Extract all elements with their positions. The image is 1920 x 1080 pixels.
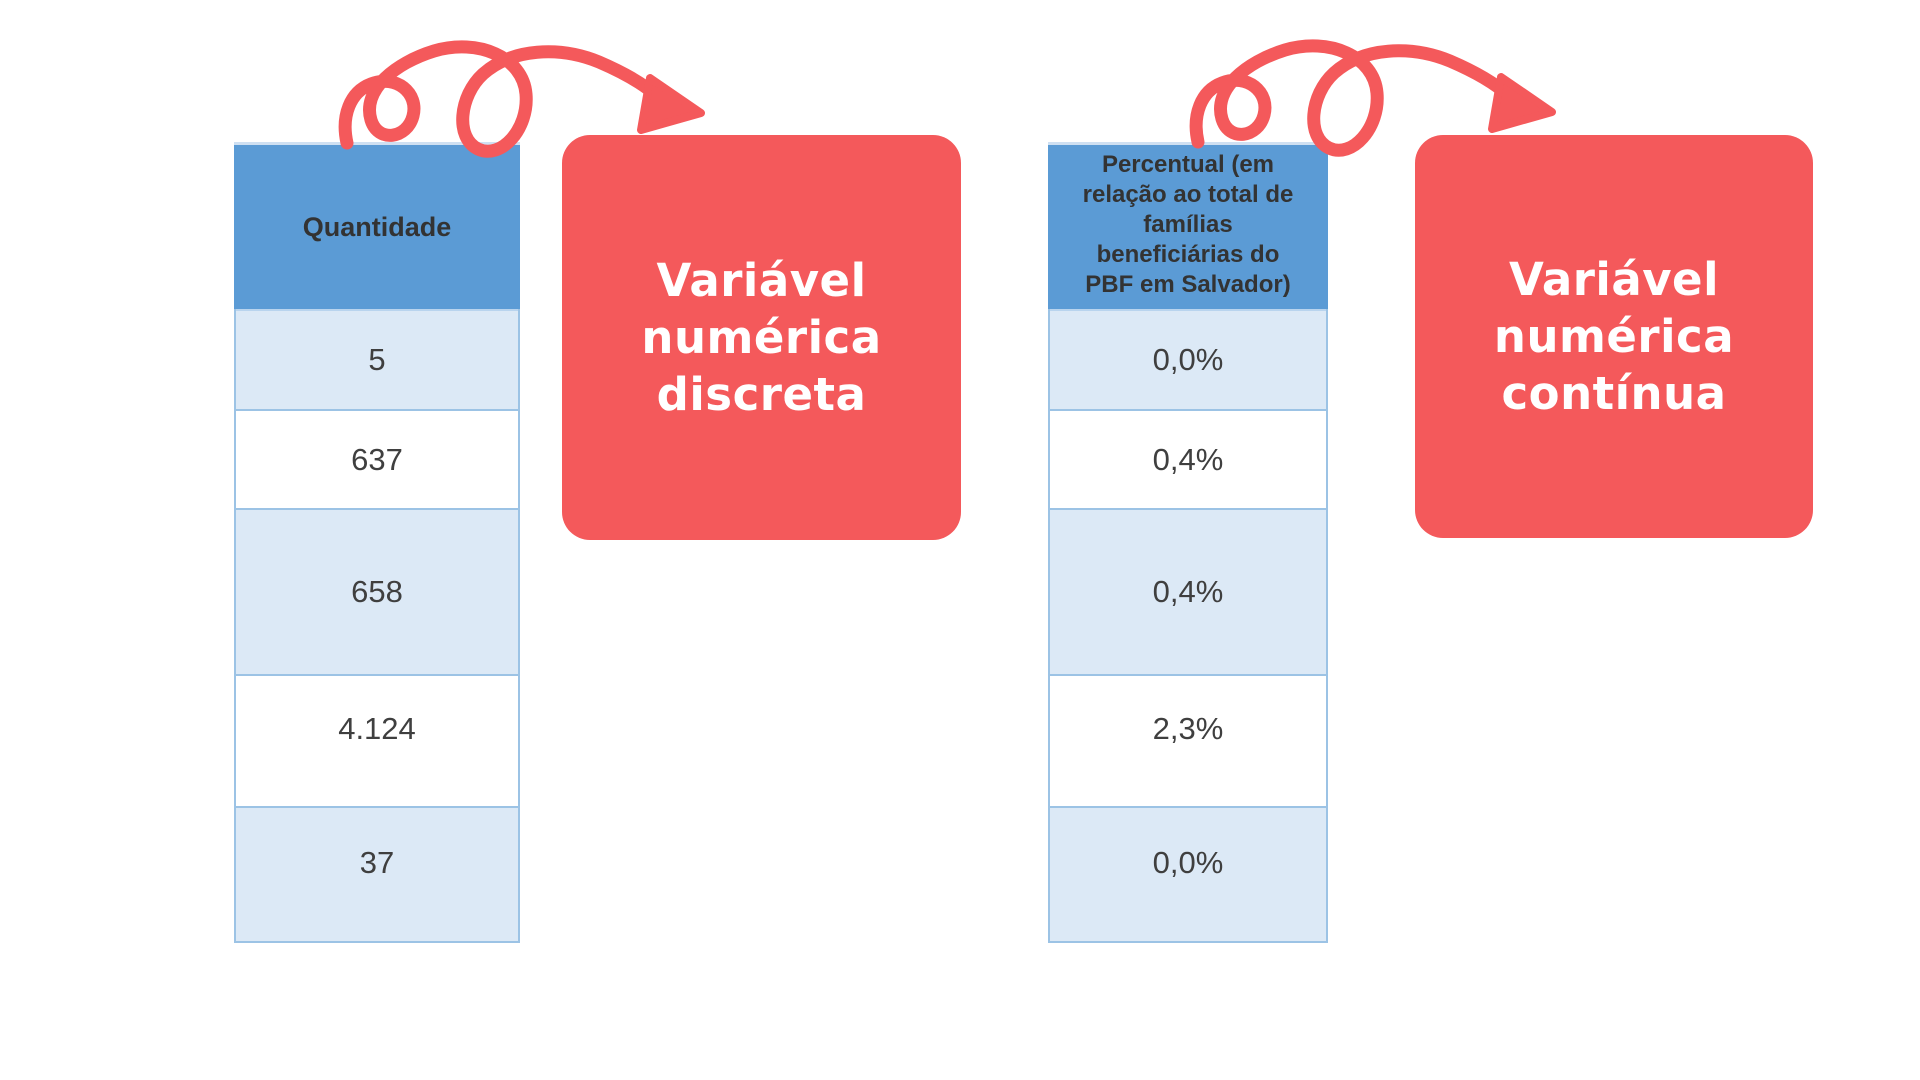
table-row: 0,4% xyxy=(1050,409,1326,508)
percent-table-header-line: beneficiárias do xyxy=(1096,241,1280,268)
percent-table-header: Percentual (em relação ao total de famíl… xyxy=(1048,142,1328,309)
callout-line: numérica xyxy=(1493,310,1735,363)
quantity-table-header-label: Quantidade xyxy=(302,211,452,242)
callout-line: contínua xyxy=(1501,367,1727,420)
table-row: 637 xyxy=(236,409,518,508)
percent-table: Percentual (em relação ao total de famíl… xyxy=(1048,142,1328,943)
callout-line: Variável xyxy=(656,254,867,307)
quantity-table: Quantidade 5 637 658 4.124 37 xyxy=(234,142,520,943)
table-row: 4.124 xyxy=(236,674,518,806)
percent-table-header-line: PBF em Salvador) xyxy=(1085,271,1291,298)
table-row: 2,3% xyxy=(1050,674,1326,806)
cell-value: 37 xyxy=(359,844,395,880)
table-row: 658 xyxy=(236,508,518,674)
cell-value: 637 xyxy=(351,441,403,477)
cell-value: 0,0% xyxy=(1152,844,1224,880)
quantity-table-body: 5 637 658 4.124 37 xyxy=(234,309,520,943)
cell-value: 2,3% xyxy=(1152,711,1224,746)
cell-value: 658 xyxy=(351,574,403,609)
cell-value: 0,0% xyxy=(1152,342,1224,377)
table-row: 37 xyxy=(236,806,518,941)
cell-value: 5 xyxy=(368,342,386,377)
callout-line: Variável xyxy=(1509,253,1719,306)
quantity-table-header: Quantidade xyxy=(234,142,520,309)
percent-table-body: 0,0% 0,4% 0,4% 2,3% 0,0% xyxy=(1048,309,1328,943)
cell-value: 0,4% xyxy=(1152,441,1224,477)
percent-table-header-line: famílias xyxy=(1143,211,1233,238)
callout-line: discreta xyxy=(656,368,867,421)
callout-discrete-variable: Variável numérica discreta xyxy=(562,135,961,540)
percent-table-header-line: Percentual (em xyxy=(1101,151,1275,178)
callout-line: numérica xyxy=(641,311,882,364)
callout-continuous-variable: Variável numérica contínua xyxy=(1415,135,1813,538)
table-row: 0,4% xyxy=(1050,508,1326,674)
table-row: 5 xyxy=(236,309,518,409)
cell-value: 0,4% xyxy=(1152,574,1224,609)
cell-value: 4.124 xyxy=(338,711,416,746)
table-row: 0,0% xyxy=(1050,806,1326,941)
table-row: 0,0% xyxy=(1050,309,1326,409)
percent-table-header-line: relação ao total de xyxy=(1082,181,1294,208)
